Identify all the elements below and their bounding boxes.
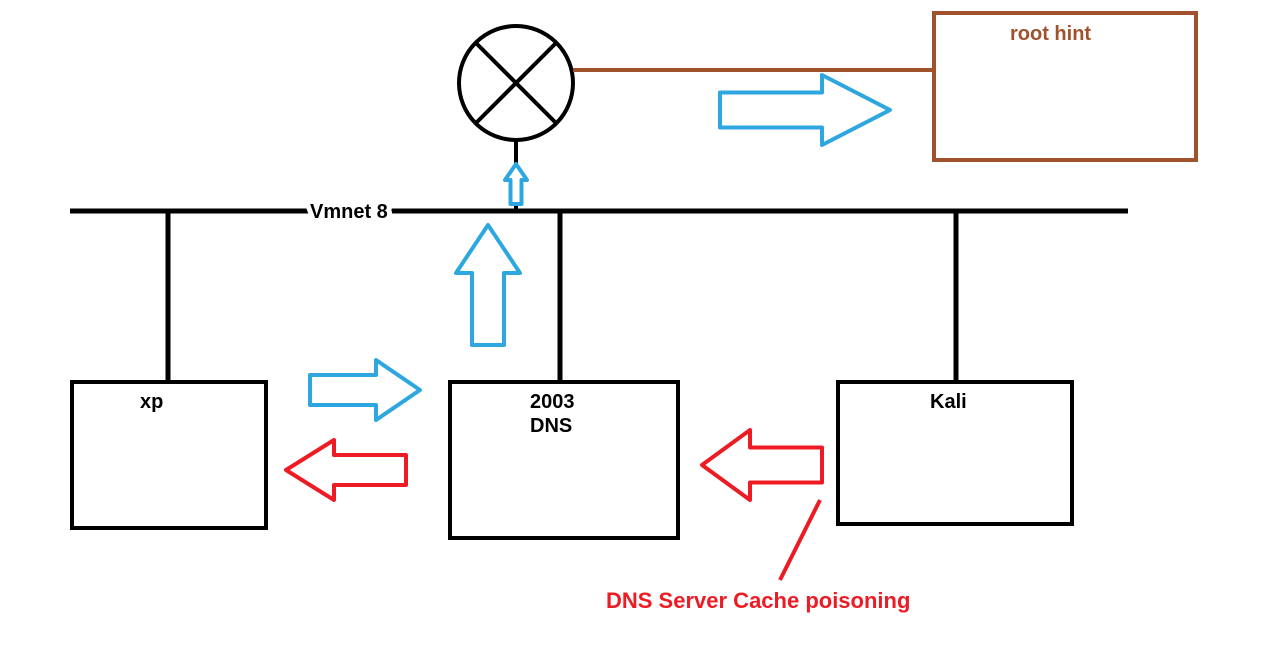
arrow-bus_up_small — [505, 164, 527, 204]
dns-label-2: DNS — [530, 415, 572, 437]
xp-box — [72, 382, 266, 528]
xp-label: xp — [140, 391, 163, 413]
dns-label-1: 2003 — [530, 391, 575, 413]
arrow-dns_up_big — [456, 225, 520, 345]
arrow-to_root — [720, 75, 890, 145]
arrow-dns_to_xp — [286, 440, 406, 500]
root-hint-label: root hint — [1010, 23, 1091, 45]
arrow-kali_to_dns — [702, 430, 822, 500]
arrows-layer — [286, 75, 890, 500]
arrow-xp_to_dns — [310, 360, 420, 420]
network-bus-label: Vmnet 8 — [310, 201, 388, 223]
kali-label: Kali — [930, 391, 967, 413]
diagram-canvas: Vmnet 8 root hint xp 2003 DNS Kali DNS S… — [0, 0, 1282, 651]
annotation-pointer — [780, 500, 820, 580]
annotation-text: DNS Server Cache poisoning — [606, 588, 910, 613]
